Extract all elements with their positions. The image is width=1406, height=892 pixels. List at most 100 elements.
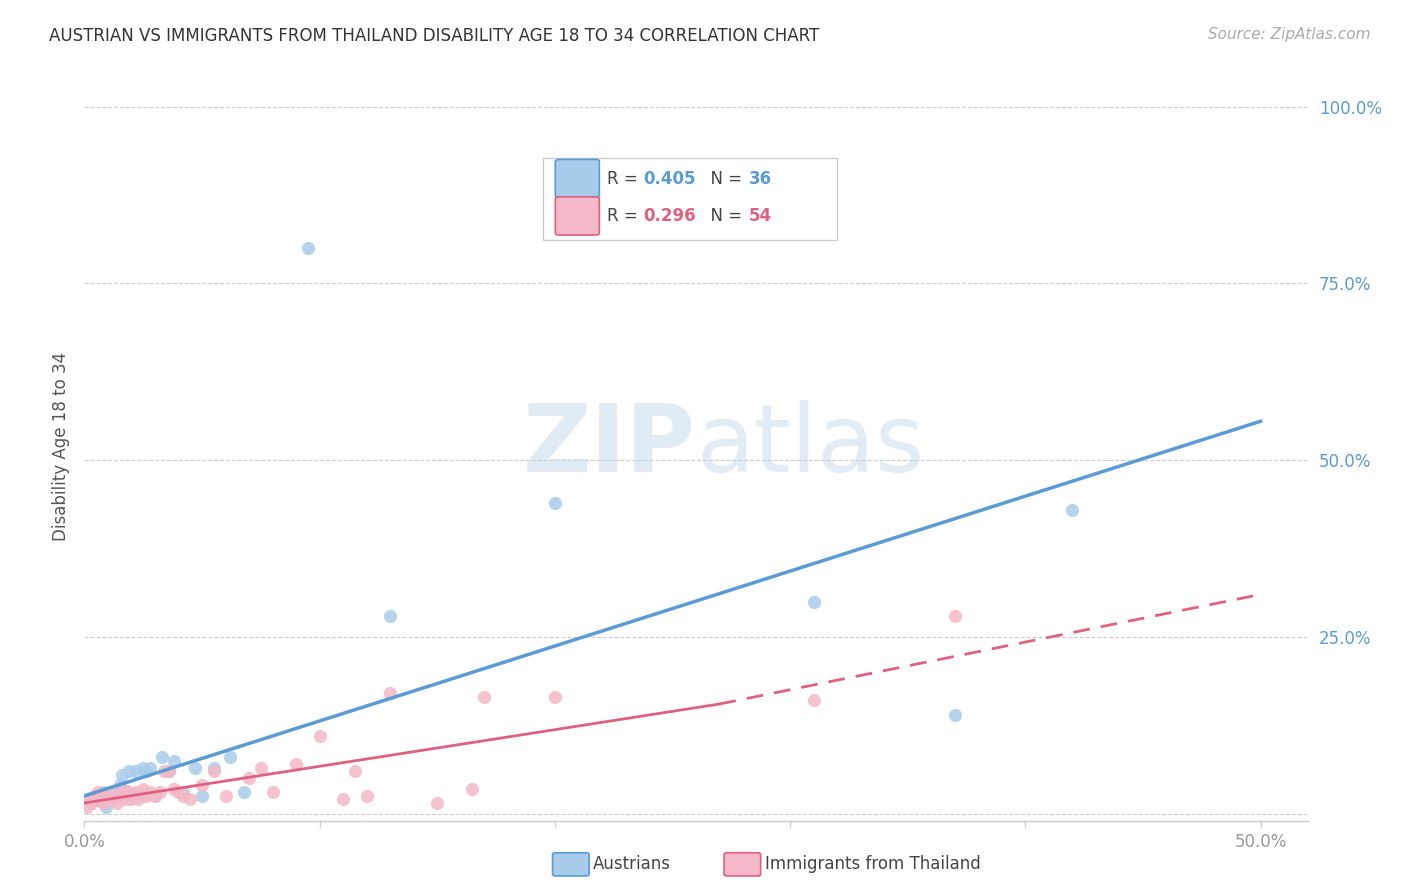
- Text: ZIP: ZIP: [523, 400, 696, 492]
- Point: [118, 764, 141, 779]
- Point: [157, 764, 180, 779]
- Point: [356, 789, 378, 803]
- Point: [120, 791, 142, 805]
- Point: [122, 787, 145, 801]
- Text: 36: 36: [748, 169, 772, 187]
- Point: [104, 791, 127, 805]
- Point: [184, 761, 207, 775]
- Point: [472, 690, 495, 704]
- Point: [297, 241, 319, 255]
- Point: [125, 764, 148, 779]
- Point: [136, 787, 159, 801]
- Point: [112, 792, 135, 806]
- Point: [132, 761, 155, 775]
- Point: [135, 789, 157, 803]
- Point: [262, 785, 284, 799]
- Point: [157, 764, 180, 779]
- Point: [111, 767, 134, 781]
- Point: [332, 792, 354, 806]
- Point: [80, 796, 103, 810]
- FancyBboxPatch shape: [555, 160, 599, 198]
- Text: atlas: atlas: [696, 400, 924, 492]
- Point: [83, 789, 105, 803]
- Point: [943, 608, 966, 623]
- Point: [90, 794, 112, 808]
- Point: [84, 792, 107, 806]
- Point: [202, 764, 225, 779]
- Text: Source: ZipAtlas.com: Source: ZipAtlas.com: [1208, 27, 1371, 42]
- Point: [238, 771, 260, 785]
- Point: [87, 785, 110, 799]
- Point: [191, 789, 214, 803]
- Point: [135, 764, 157, 779]
- Point: [115, 784, 138, 798]
- Point: [108, 789, 131, 803]
- Point: [125, 785, 148, 799]
- Point: [143, 789, 166, 803]
- Point: [77, 792, 100, 806]
- Point: [191, 778, 214, 792]
- Point: [98, 787, 121, 801]
- Point: [172, 789, 194, 803]
- Point: [105, 796, 128, 810]
- Point: [202, 761, 225, 775]
- Point: [139, 785, 162, 799]
- Point: [97, 789, 120, 803]
- Point: [94, 789, 117, 803]
- Point: [118, 792, 141, 806]
- Point: [1062, 502, 1084, 516]
- Text: 54: 54: [748, 207, 772, 225]
- Point: [172, 785, 194, 799]
- Point: [76, 799, 98, 814]
- Text: N =: N =: [700, 169, 747, 187]
- Point: [163, 781, 186, 796]
- Point: [150, 750, 173, 764]
- Point: [127, 792, 149, 806]
- Point: [143, 789, 166, 803]
- Point: [163, 754, 186, 768]
- Text: N =: N =: [700, 207, 747, 225]
- Point: [97, 792, 120, 806]
- Text: 0.296: 0.296: [644, 207, 696, 225]
- Point: [426, 796, 449, 810]
- Point: [343, 764, 366, 779]
- Point: [249, 761, 271, 775]
- Text: 0.405: 0.405: [644, 169, 696, 187]
- Point: [153, 764, 176, 779]
- Point: [91, 796, 114, 810]
- Point: [120, 792, 142, 806]
- FancyBboxPatch shape: [555, 197, 599, 235]
- Point: [101, 792, 124, 806]
- Point: [90, 794, 112, 808]
- Point: [111, 785, 134, 799]
- Point: [94, 799, 117, 814]
- Point: [132, 781, 155, 796]
- Point: [308, 729, 330, 743]
- Point: [544, 495, 567, 509]
- FancyBboxPatch shape: [543, 158, 837, 240]
- Point: [139, 761, 162, 775]
- Text: Austrians: Austrians: [593, 855, 671, 873]
- Point: [803, 693, 825, 707]
- Text: R =: R =: [606, 169, 643, 187]
- Point: [214, 789, 236, 803]
- Point: [943, 707, 966, 722]
- Point: [167, 785, 190, 799]
- Point: [80, 796, 103, 810]
- Point: [380, 608, 402, 623]
- Point: [179, 792, 201, 806]
- Point: [149, 785, 172, 799]
- Point: [91, 785, 114, 799]
- Point: [108, 778, 131, 792]
- Point: [115, 785, 138, 799]
- Text: AUSTRIAN VS IMMIGRANTS FROM THAILAND DISABILITY AGE 18 TO 34 CORRELATION CHART: AUSTRIAN VS IMMIGRANTS FROM THAILAND DIS…: [49, 27, 820, 45]
- Point: [101, 785, 124, 799]
- Point: [129, 789, 152, 803]
- Point: [219, 750, 242, 764]
- Point: [380, 686, 402, 700]
- Point: [803, 594, 825, 608]
- Text: R =: R =: [606, 207, 643, 225]
- Point: [285, 757, 308, 772]
- Point: [129, 787, 152, 801]
- Y-axis label: Disability Age 18 to 34: Disability Age 18 to 34: [52, 351, 70, 541]
